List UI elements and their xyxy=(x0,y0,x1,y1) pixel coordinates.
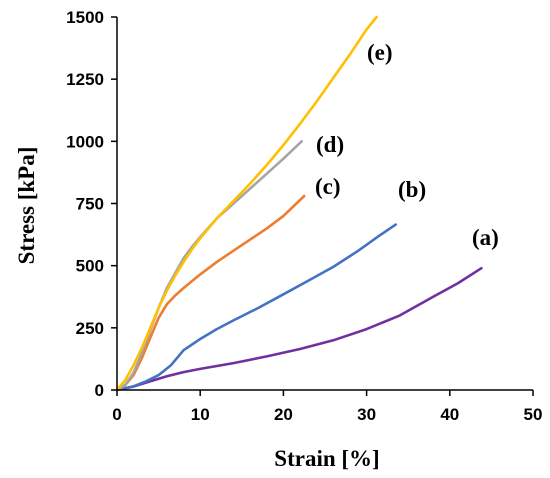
series-label-a: (a) xyxy=(472,225,499,250)
series-label-b: (b) xyxy=(398,177,426,202)
x-tick-label: 40 xyxy=(440,405,459,424)
series-line-d xyxy=(115,140,304,392)
series-line-e xyxy=(115,15,378,392)
x-axis-title: Strain [%] xyxy=(274,446,379,471)
y-tick-label: 1250 xyxy=(66,70,104,89)
x-tick-label: 10 xyxy=(191,405,210,424)
y-tick-label: 250 xyxy=(76,319,104,338)
y-tick-label: 1000 xyxy=(66,132,104,151)
series-layer xyxy=(115,15,483,392)
series-line-b xyxy=(115,223,398,392)
y-axis-title: Stress [kPa] xyxy=(14,147,39,265)
axes xyxy=(116,17,533,391)
series-labels: (a) (b) (c) (d) (e) xyxy=(315,40,499,250)
series-label-e: (e) xyxy=(367,40,393,65)
series-label-d: (d) xyxy=(316,132,344,157)
series-label-c: (c) xyxy=(315,174,341,199)
x-tick-label: 50 xyxy=(524,405,543,424)
y-tick-label: 1500 xyxy=(66,8,104,27)
x-tick-label: 30 xyxy=(357,405,376,424)
series-line-a xyxy=(115,266,483,392)
y-tick-label: 750 xyxy=(76,195,104,214)
y-tick-label: 500 xyxy=(76,257,104,276)
x-tick-label: 20 xyxy=(274,405,293,424)
y-tick-label: 0 xyxy=(95,381,104,400)
series-line-c xyxy=(115,194,306,392)
x-tick-label: 0 xyxy=(112,405,121,424)
